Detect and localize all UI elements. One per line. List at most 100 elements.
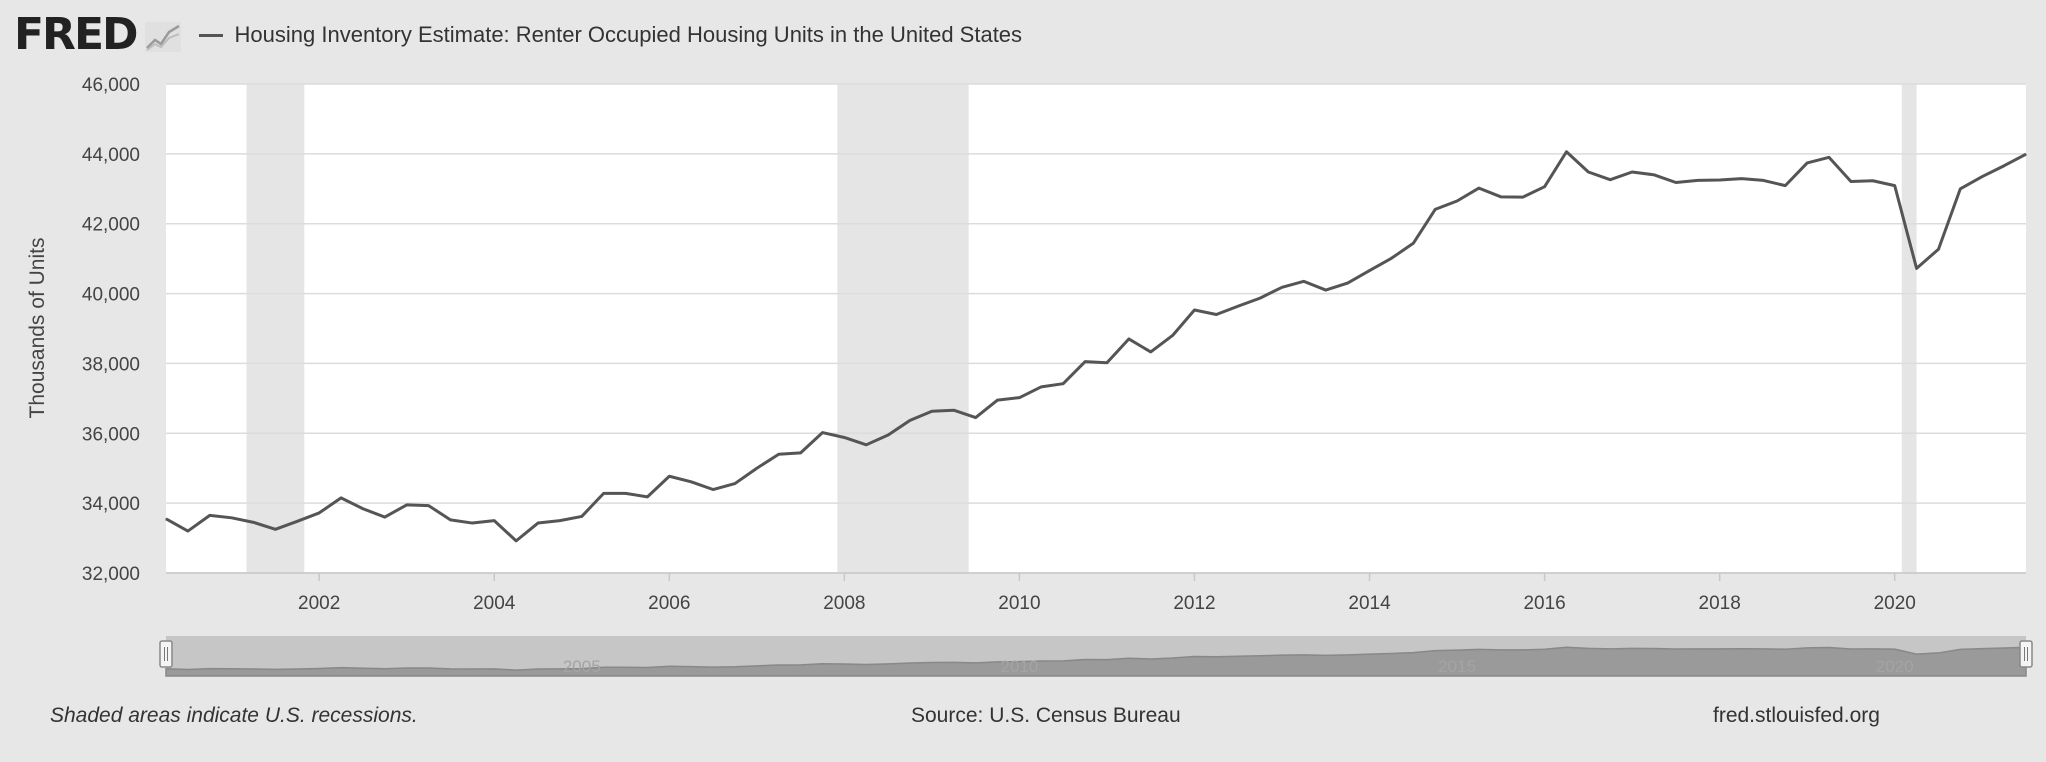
data-point [843,436,845,439]
data-point [449,519,452,521]
x-axis: 2002 2004 2006 2008 2010 2012 2014 2016 2018 2020 [166,572,2026,614]
range-navigator[interactable]: 2005 2010 2015 2020 [159,636,2033,677]
data-point [1106,362,1108,364]
data-point [2025,153,2027,155]
data-point [1675,181,1677,184]
navigator-tick-label: 2005 [563,657,601,676]
chart-header: FRED Housing Inventory Estimate: Renter … [14,10,1022,60]
data-point [1937,248,1940,250]
y-axis-label: Thousands of Units [26,238,49,419]
chart-line-icon [144,22,181,52]
data-point [734,482,736,485]
navigator-area [165,646,2027,677]
data-point [1587,171,1589,173]
data-point [1959,188,1961,190]
x-tick-label: 2018 [1699,593,1741,614]
data-point [865,444,867,446]
data-point [1609,179,1611,181]
y-tick-label: 34,000 [82,494,140,515]
data-point [1171,334,1174,337]
x-tick-label: 2008 [823,593,865,614]
data-point [2003,165,2005,167]
data-point [1740,178,1743,180]
data-point [340,497,342,499]
data-point [996,399,999,401]
data-point [362,508,364,510]
data-point [909,419,911,421]
recession-note: Shaded areas indicate U.S. recessions. [50,704,418,727]
data-point [1828,156,1830,158]
data-point [1062,383,1064,385]
data-point [1150,351,1152,353]
data-point [1850,180,1852,183]
x-tick-label: 2016 [1523,593,1565,614]
data-point [187,530,189,532]
data-point [1894,185,1896,187]
gridlines [166,83,2026,574]
y-tick-label: 44,000 [82,145,140,166]
data-point [493,520,495,522]
data-point [1215,313,1217,316]
data-point [581,515,583,518]
data-point [1325,289,1327,291]
navigator-tick-label: 2015 [1438,657,1476,676]
y-tick-label: 42,000 [82,215,140,236]
legend-series-label: Housing Inventory Estimate: Renter Occup… [234,22,1023,47]
y-tick-label: 32,000 [82,564,140,585]
y-axis: 32,000 34,000 36,000 38,000 40,000 42,000 44,0… [82,75,140,585]
data-point [1456,200,1458,202]
data-point [712,488,714,491]
legend-line-swatch [198,33,223,37]
data-point [1631,171,1633,173]
data-point [624,492,627,494]
data-point [1193,309,1196,311]
data-point [231,517,233,519]
site-link[interactable]: fred.stlouisfed.org [1713,704,1880,727]
data-point [318,512,320,514]
data-point [1915,267,1918,270]
data-point [668,475,670,477]
data-point [471,522,473,524]
data-point [1084,361,1086,363]
data-point [427,504,430,507]
source-note: Source: U.S. Census Bureau [911,704,1181,727]
series-layer [165,150,2027,543]
data-point [646,496,649,498]
data-point [1565,151,1568,153]
data-point [1259,297,1261,299]
navigator-handle-right[interactable] [2019,640,2033,668]
y-tick-label: 36,000 [82,424,140,445]
data-point [1543,186,1546,188]
data-point [821,431,824,434]
data-point [165,518,167,520]
recession-band [246,84,305,573]
data-point [1697,179,1699,182]
data-point [1237,305,1239,307]
data-point [274,528,277,530]
navigator-handle-left[interactable] [159,640,173,668]
fred-logo[interactable]: FRED [14,9,139,60]
data-point [537,522,539,524]
navigator-tick-label: 2010 [1000,657,1038,676]
data-point [887,434,889,436]
data-point [1281,286,1283,288]
data-point [953,409,955,411]
data-point [1981,175,1983,178]
x-tick-label: 2020 [1874,593,1916,614]
legend: Housing Inventory Estimate: Renter Occup… [198,22,1023,48]
data-point [296,520,298,522]
data-point [799,452,802,454]
recession-band [1901,84,1917,573]
recession-bands [246,84,1917,573]
data-point [1522,196,1524,198]
data-point [1412,242,1414,244]
data-point [1500,196,1502,198]
data-point [603,492,605,494]
x-tick-label: 2004 [473,593,516,614]
data-point [559,520,561,522]
recession-band [837,84,969,573]
data-point [690,481,692,483]
data-point [1303,280,1305,282]
data-point [1347,282,1349,284]
